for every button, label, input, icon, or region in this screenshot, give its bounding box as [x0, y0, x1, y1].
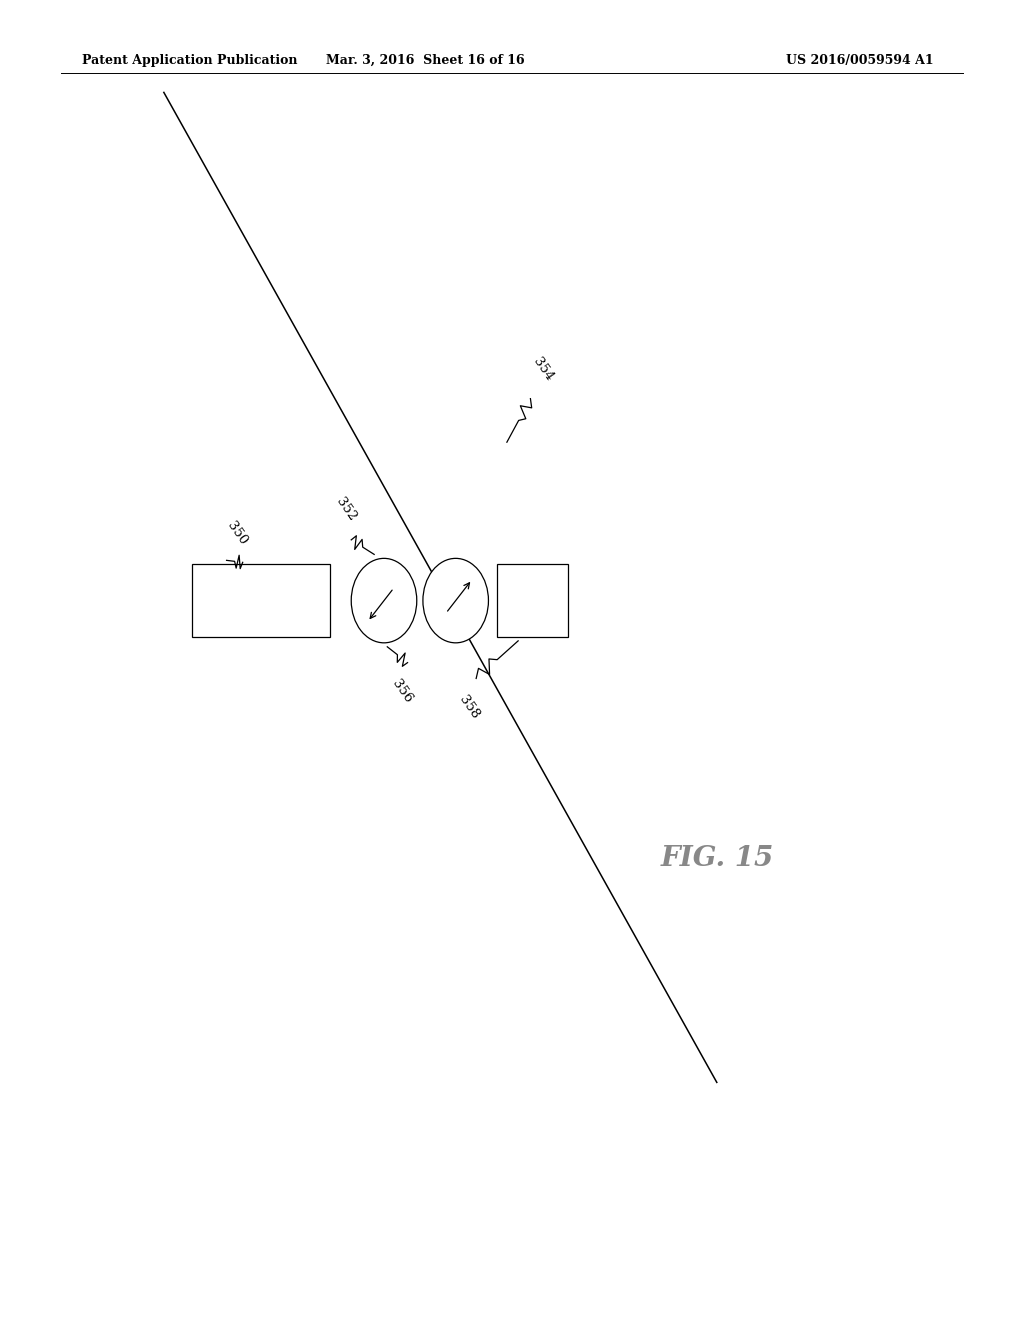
Text: 354: 354: [530, 355, 555, 384]
Text: 350: 350: [225, 519, 250, 548]
Text: US 2016/0059594 A1: US 2016/0059594 A1: [786, 54, 934, 67]
Text: FIG. 15: FIG. 15: [660, 845, 773, 871]
Text: 358: 358: [457, 693, 481, 722]
Text: Mar. 3, 2016  Sheet 16 of 16: Mar. 3, 2016 Sheet 16 of 16: [326, 54, 524, 67]
Bar: [497, 564, 568, 636]
Circle shape: [351, 558, 417, 643]
Text: Patent Application Publication: Patent Application Publication: [82, 54, 297, 67]
Circle shape: [423, 558, 488, 643]
Text: 356: 356: [390, 677, 415, 706]
Bar: [193, 564, 330, 636]
Text: 352: 352: [334, 495, 358, 524]
